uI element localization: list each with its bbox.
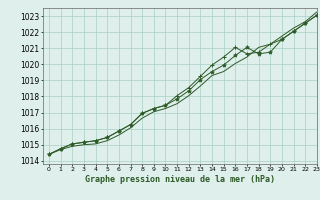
X-axis label: Graphe pression niveau de la mer (hPa): Graphe pression niveau de la mer (hPa) — [85, 175, 275, 184]
